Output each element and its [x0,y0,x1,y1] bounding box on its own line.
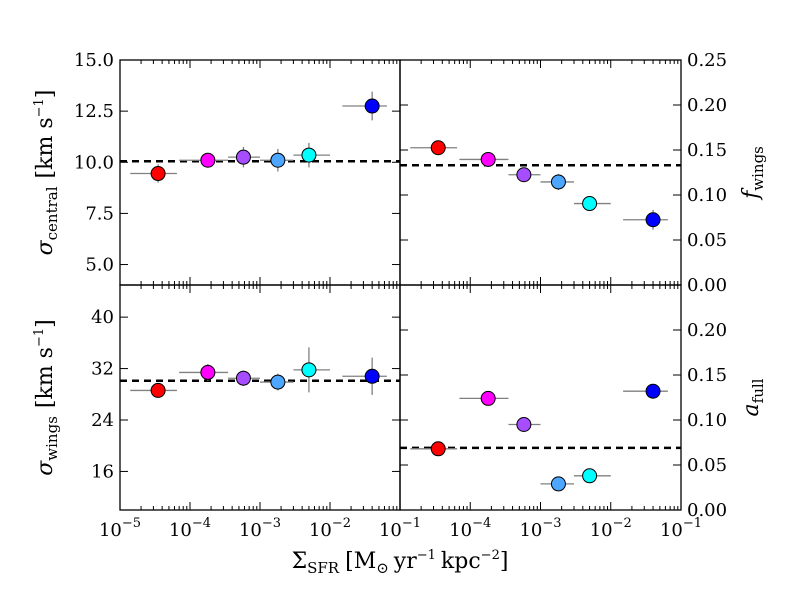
xtick-base: 10 [590,520,613,541]
data-point [550,174,566,190]
data-point [645,383,661,399]
data-point [582,196,598,212]
data-point [301,362,317,378]
ytick-label: 0.10 [687,185,727,206]
data-point [200,152,216,168]
panel-top-right: 0.00 0.05 0.10 0.15 0.20 0.25 [399,50,727,296]
data-point [550,476,566,492]
ytick-label: 16 [91,461,114,482]
xtick-base: 10 [99,520,122,541]
data-point [645,212,661,228]
xtick-label-left: 10−3 [239,516,281,541]
ytick-label: 0.25 [687,50,727,71]
ytick-label: 0.00 [687,275,727,296]
xtick-exp: −2 [613,516,632,531]
axis-labels: ΣSFR [M⊙ yr−1 kpc−2] σcentral[km s−1]fwings… [32,90,767,577]
xtick-exp: −4 [192,516,211,531]
ylabel-symbol: a [739,403,764,416]
xtick-label-left: 10−4 [169,516,211,541]
panel-frame [119,284,401,511]
ytick-label: 24 [91,410,114,431]
data-point [430,441,446,457]
ylabel-unit-close: ] [33,319,58,328]
data-point [301,147,317,163]
xtick-label-left: 10−2 [309,516,351,541]
xtick-label-left: 10−1 [379,516,421,541]
data-point [430,140,446,156]
data-point [582,468,598,484]
xtick-base: 10 [169,520,192,541]
data-point [270,152,286,168]
panel-frame [399,59,682,286]
data-point [364,368,380,384]
ytick-label: 0.05 [687,455,727,476]
ylabel-sub: wings [43,416,61,461]
xtick-label-right: 10−2 [590,516,632,541]
ytick-label: 12.5 [74,101,114,122]
ytick-label: 15.0 [74,50,114,71]
xtick-label-left: 10−5 [99,516,141,541]
ylabel-unit-sup: −1 [32,328,47,347]
ylabel-sub: full [749,378,767,403]
xtick-label-right: 10−3 [519,516,561,541]
ytick-label: 32 [91,359,114,380]
ytick-label: 10.0 [74,152,114,173]
ytick-label: 7.5 [85,203,114,224]
ytick-label: 0.05 [687,230,727,251]
ytick-label: 0.15 [687,140,727,161]
xtick-exp: −5 [122,516,141,531]
ylabel-bottom-right: afull [739,378,767,416]
xtick-exp: −1 [402,516,421,531]
ytick-label: 0.15 [687,365,727,386]
xtick-base: 10 [660,520,683,541]
data-point [200,364,216,380]
ytick-label: 40 [91,307,114,328]
data-point [270,374,286,390]
xtick-base: 10 [379,520,402,541]
xtick-base: 10 [239,520,262,541]
xtick-base: 10 [309,520,332,541]
ylabel-unit: [km s [33,347,58,408]
xtick-label-right: 10−4 [449,516,491,541]
data-point [364,98,380,114]
panel-bottom-right: 0.00 0.05 0.10 0.15 0.20 [399,284,727,521]
ylabel-symbol: σ [33,239,58,255]
data-point [480,390,496,406]
data-point [235,370,251,386]
ytick-label: 0.20 [687,95,727,116]
ylabel-unit-close: ] [33,90,58,99]
data-point [150,166,166,182]
ylabel-sub: wings [749,146,767,191]
ylabel-symbol: σ [33,460,58,476]
data-point [516,417,532,432]
xtick-base: 10 [449,520,472,541]
data-point [480,151,496,167]
data-point [235,149,251,165]
ylabel-unit-sup: −1 [32,98,47,117]
xtick-exp: −4 [472,516,491,531]
xtick-base: 10 [519,520,542,541]
xtick-exp: −2 [332,516,351,531]
panels: 5.07.510.012.515.00.000.050.100.150.200.… [74,50,727,521]
xtick-exp: −3 [542,516,561,531]
panel-frame [399,284,682,511]
data-point [150,382,166,398]
xtick-exp: −1 [683,516,702,531]
ytick-label: 0.00 [687,500,727,521]
ylabel-sub: central [43,186,61,240]
ytick-label: 5.0 [85,255,114,276]
data-point [516,167,532,183]
panel-bottom-left: 16 24 32 40 [91,284,401,511]
ylabel-unit: [km s [33,117,58,178]
panel-top-left: 5.0 7.5 10.0 12.5 15.0 [74,50,401,286]
ylabel-bottom-left: σwings [km s−1] [32,319,61,475]
ylabel-top-right: fwings [739,146,767,201]
ytick-label: 0.20 [687,320,727,341]
xlabel: ΣSFR [M⊙ yr−1 kpc−2] [292,548,509,577]
xtick-label-right: 10−1 [660,516,702,541]
ytick-label: 0.10 [687,410,727,431]
xtick-exp: −3 [262,516,281,531]
ylabel-top-left: σcentral [km s−1] [32,90,61,256]
